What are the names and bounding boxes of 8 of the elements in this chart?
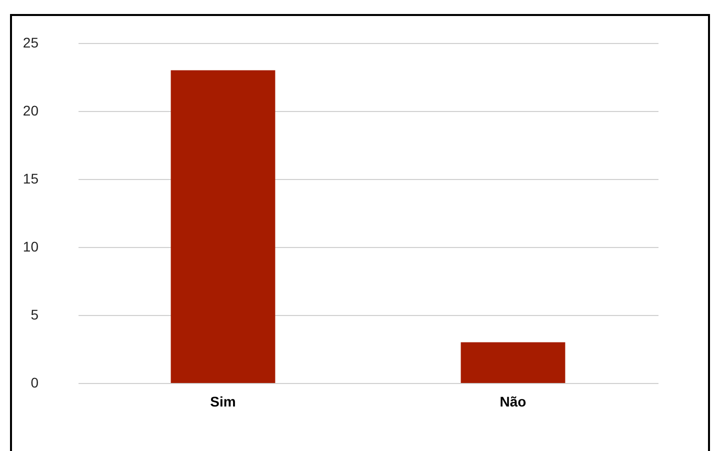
y-tick-label: 5: [30, 306, 39, 322]
x-tick-label: Não: [500, 394, 526, 410]
y-tick-label: 20: [22, 102, 39, 118]
x-tick-label: Sim: [210, 394, 236, 410]
y-tick-label: 25: [22, 34, 39, 50]
y-tick-label: 15: [22, 170, 39, 186]
y-tick-label: 0: [30, 374, 39, 390]
y-tick-label: 10: [22, 238, 39, 254]
